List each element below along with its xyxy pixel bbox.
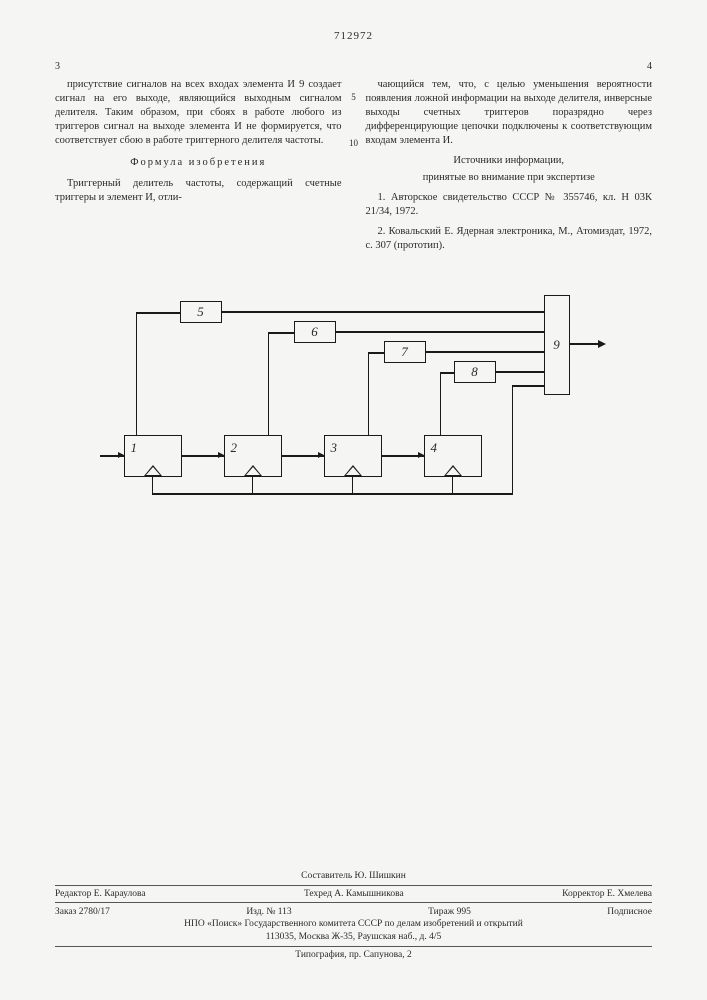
editor: Редактор Е. Караулова: [55, 889, 146, 899]
wire-t2-up: [268, 332, 270, 435]
credits-row: Редактор Е. Караулова Техред А. Камышник…: [55, 885, 652, 903]
formula-heading: Формула изобретения: [55, 156, 342, 170]
ref2: 2. Ковальский Е. Ядерная электроника, М.…: [366, 225, 653, 253]
trigger-1-label: 1: [131, 440, 138, 456]
block-7: 7: [384, 341, 426, 363]
arrow-t3-t4: [418, 452, 424, 458]
tirazh: Тираж 995: [428, 907, 471, 917]
wire-t1-up: [136, 312, 138, 435]
corrector: Корректор Е. Хмелева: [562, 889, 652, 899]
line-marker-5: 5: [351, 92, 356, 102]
subscription: Подписное: [607, 907, 652, 917]
wire-5-9: [222, 311, 544, 313]
block-6: 6: [294, 321, 336, 343]
trigger-3: 3: [324, 435, 382, 477]
wire-t1-5: [136, 312, 180, 314]
techred: Техред А. Камышникова: [304, 889, 404, 899]
wire-t3-up: [368, 352, 370, 435]
publisher: НПО «Поиск» Государственного комитета СС…: [55, 918, 652, 943]
block-9: 9: [544, 295, 570, 395]
sources-sub: принятые во внимание при экспертизе: [366, 171, 653, 185]
publisher-line2: 113035, Москва Ж-35, Раушская наб., д. 4…: [266, 932, 442, 942]
left-p1: присутствие сигналов на всех входах элем…: [55, 78, 342, 149]
left-column: 3 присутствие сигналов на всех входах эл…: [55, 60, 342, 259]
arrow-output: [598, 340, 606, 348]
trigger-4-label: 4: [431, 440, 438, 456]
order-no: Заказ 2780/17: [55, 907, 110, 917]
wire-6-9: [336, 331, 544, 333]
patent-number: 712972: [55, 30, 652, 42]
ref1: 1. Авторское свидетельство СССР № 355746…: [366, 191, 653, 219]
circuit-diagram: 9 5 6 7 8 1 2 3 4: [94, 285, 614, 505]
right-p1: чающийся тем, что, с целью уменьшения ве…: [366, 78, 653, 149]
wire-8-9: [496, 371, 544, 373]
trigger-4-notch: [444, 465, 462, 476]
wire-t4-up: [440, 372, 442, 435]
trigger-1-notch: [144, 465, 162, 476]
page-number-left: 3: [55, 60, 342, 74]
wire-b1: [152, 477, 154, 494]
colophon: Составитель Ю. Шишкин Редактор Е. Караул…: [55, 871, 652, 960]
trigger-4: 4: [424, 435, 482, 477]
izd-no: Изд. № 113: [246, 907, 291, 917]
print-row: Заказ 2780/17 Изд. № 113 Тираж 995 Подпи…: [55, 906, 652, 918]
wire-b-to-9v: [512, 385, 514, 495]
arrow-t2-t3: [318, 452, 324, 458]
trigger-2: 2: [224, 435, 282, 477]
publisher-line1: НПО «Поиск» Государственного комитета СС…: [184, 919, 523, 929]
line-marker-10: 10: [349, 138, 358, 148]
wire-bottom-rail: [152, 493, 512, 495]
wire-b-to-9h: [512, 385, 544, 387]
compiler: Составитель Ю. Шишкин: [55, 871, 652, 881]
typography: Типография, пр. Сапунова, 2: [55, 946, 652, 960]
left-p2: Триггерный делитель частоты, содержащий …: [55, 177, 342, 205]
arrow-t1-t2: [218, 452, 224, 458]
trigger-3-notch: [344, 465, 362, 476]
arrow-input: [118, 452, 124, 458]
sources-heading: Источники информации,: [366, 154, 653, 168]
trigger-2-label: 2: [231, 440, 238, 456]
wire-b4: [452, 477, 454, 494]
wire-t4-8: [440, 372, 454, 374]
wire-b2: [252, 477, 254, 494]
block-5: 5: [180, 301, 222, 323]
wire-7-9: [426, 351, 544, 353]
wire-b3: [352, 477, 354, 494]
trigger-1: 1: [124, 435, 182, 477]
trigger-3-label: 3: [331, 440, 338, 456]
page-number-right: 4: [366, 60, 653, 74]
right-column: 4 чающийся тем, что, с целью уменьшения …: [366, 60, 653, 259]
text-columns: 3 присутствие сигналов на всех входах эл…: [55, 60, 652, 259]
trigger-2-notch: [244, 465, 262, 476]
block-8: 8: [454, 361, 496, 383]
wire-t3-7: [368, 352, 384, 354]
wire-out: [570, 343, 600, 345]
wire-t2-6: [268, 332, 294, 334]
